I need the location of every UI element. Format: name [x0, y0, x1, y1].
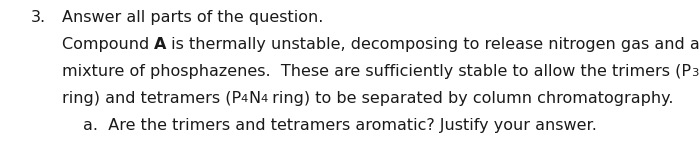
Text: ring) to be separated by column chromatography.: ring) to be separated by column chromato… [267, 91, 674, 106]
Text: a.  Are the trimers and tetramers aromatic? Justify your answer.: a. Are the trimers and tetramers aromati… [83, 118, 596, 133]
Text: ring) and tetramers (P: ring) and tetramers (P [62, 91, 241, 106]
Text: 3.: 3. [31, 10, 46, 25]
Text: is thermally unstable, decomposing to release nitrogen gas and a: is thermally unstable, decomposing to re… [167, 37, 700, 52]
Text: Answer all parts of the question.: Answer all parts of the question. [62, 10, 323, 25]
Text: A: A [154, 37, 167, 52]
Text: Compound: Compound [62, 37, 154, 52]
Text: N: N [698, 64, 700, 79]
Text: 3: 3 [691, 67, 698, 77]
Text: mixture of phosphazenes.  These are sufficiently stable to allow the trimers (P: mixture of phosphazenes. These are suffi… [62, 64, 691, 79]
Text: 4: 4 [260, 94, 267, 104]
Text: N: N [248, 91, 260, 106]
Text: 4: 4 [241, 94, 248, 104]
